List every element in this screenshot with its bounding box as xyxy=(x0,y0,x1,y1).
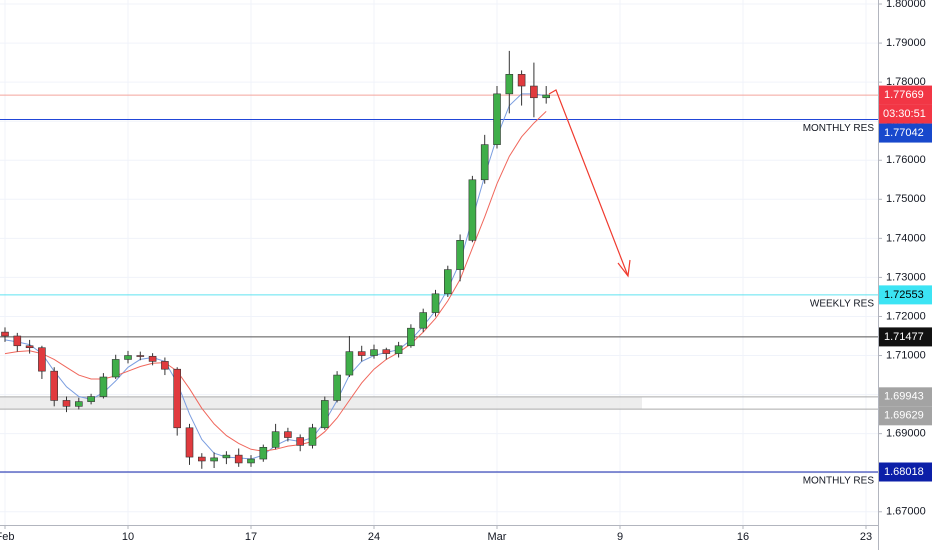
candle-body xyxy=(480,144,489,181)
price-label-bg xyxy=(879,85,932,105)
candle-body xyxy=(394,345,403,354)
y-tick-label: 1.69000 xyxy=(886,428,926,440)
candle-body xyxy=(111,359,120,378)
candle-body xyxy=(382,349,391,354)
candle-body xyxy=(198,456,206,462)
candle-body xyxy=(493,93,501,145)
forecast-arrow xyxy=(548,89,631,278)
level-note: MONTHLY RES xyxy=(803,476,875,487)
price-label-bg xyxy=(879,462,932,482)
price-label: 1.68018 xyxy=(884,466,924,478)
candle-body xyxy=(333,374,341,401)
candle-body xyxy=(419,312,428,329)
candle-body xyxy=(320,400,329,429)
x-tick-label: Feb xyxy=(0,531,14,543)
plot-area xyxy=(0,50,878,473)
candle-body xyxy=(50,370,59,401)
candle-body xyxy=(234,454,243,464)
y-tick-label: 1.75000 xyxy=(886,193,926,205)
candle-body xyxy=(357,351,366,356)
y-tick-label: 1.76000 xyxy=(886,154,926,166)
axes: 1.670001.680001.690001.700001.710001.720… xyxy=(0,0,932,543)
y-tick-label: 1.71000 xyxy=(886,349,926,361)
countdown-bg xyxy=(879,104,932,124)
moving-average xyxy=(4,111,547,452)
arrow-head xyxy=(617,259,631,278)
candle-body xyxy=(456,240,464,270)
grid xyxy=(0,0,878,525)
price-label: 1.77669 xyxy=(884,89,924,101)
y-tick-label: 1.79000 xyxy=(886,37,926,49)
candle-body xyxy=(38,347,46,372)
candle-body xyxy=(296,437,305,446)
candle-body xyxy=(75,401,83,407)
candle-body xyxy=(468,179,477,241)
y-tick-label: 1.80000 xyxy=(886,0,926,10)
candle-body xyxy=(530,85,538,99)
candle-body xyxy=(124,355,132,360)
countdown: 03:30:51 xyxy=(883,108,926,120)
candle-body xyxy=(210,457,218,462)
candle-body xyxy=(407,327,415,347)
candle-body xyxy=(345,351,354,376)
candle-body xyxy=(247,458,255,464)
price-label-bg xyxy=(879,123,932,143)
candle-body xyxy=(99,376,108,397)
candle-body xyxy=(1,331,9,337)
price-label-bg xyxy=(879,327,932,347)
candle-body xyxy=(517,74,526,87)
x-tick-label: 9 xyxy=(617,531,623,543)
candle-body xyxy=(222,454,231,459)
price-label-bg xyxy=(879,285,932,305)
candle-body xyxy=(136,355,145,357)
candle-body xyxy=(505,74,514,95)
price-label: 1.72553 xyxy=(884,289,924,301)
candle-body xyxy=(542,94,551,99)
candle-body xyxy=(185,427,194,458)
candle-body xyxy=(308,427,317,446)
level-note: WEEKLY RES xyxy=(810,299,874,310)
candle-body xyxy=(259,447,268,460)
y-tick-label: 1.78000 xyxy=(886,76,926,88)
price-label: 1.69943 xyxy=(884,391,924,403)
price-label-bg xyxy=(879,387,932,407)
price-label-bg xyxy=(879,406,932,426)
candle-body xyxy=(431,293,440,313)
candle-body xyxy=(271,431,280,448)
level-note: MONTHLY RES xyxy=(803,123,875,134)
price-label: 1.69629 xyxy=(884,410,924,422)
y-tick-label: 1.67000 xyxy=(886,506,926,518)
candle-body xyxy=(443,269,452,295)
x-tick-label: Mar xyxy=(488,531,507,543)
x-tick-label: 17 xyxy=(245,531,257,543)
candle-body xyxy=(62,400,71,407)
candle-body xyxy=(161,361,169,370)
x-tick-label: 16 xyxy=(737,531,749,543)
x-tick-label: 10 xyxy=(122,531,134,543)
y-tick-label: 1.74000 xyxy=(886,232,926,244)
candle-body xyxy=(25,345,34,349)
price-label: 1.77042 xyxy=(884,127,924,139)
candle-body xyxy=(370,349,378,356)
candle-body xyxy=(13,335,22,347)
y-tick-label: 1.72000 xyxy=(886,310,926,322)
candle-body xyxy=(173,368,181,429)
price-label: 1.71477 xyxy=(884,331,924,343)
x-tick-label: 23 xyxy=(860,531,872,543)
candle-body xyxy=(148,356,157,362)
x-tick-label: 24 xyxy=(368,531,380,543)
candle-body xyxy=(284,431,292,438)
arrow-line xyxy=(548,89,629,277)
y-tick-label: 1.73000 xyxy=(886,271,926,283)
candle-body xyxy=(87,396,95,402)
